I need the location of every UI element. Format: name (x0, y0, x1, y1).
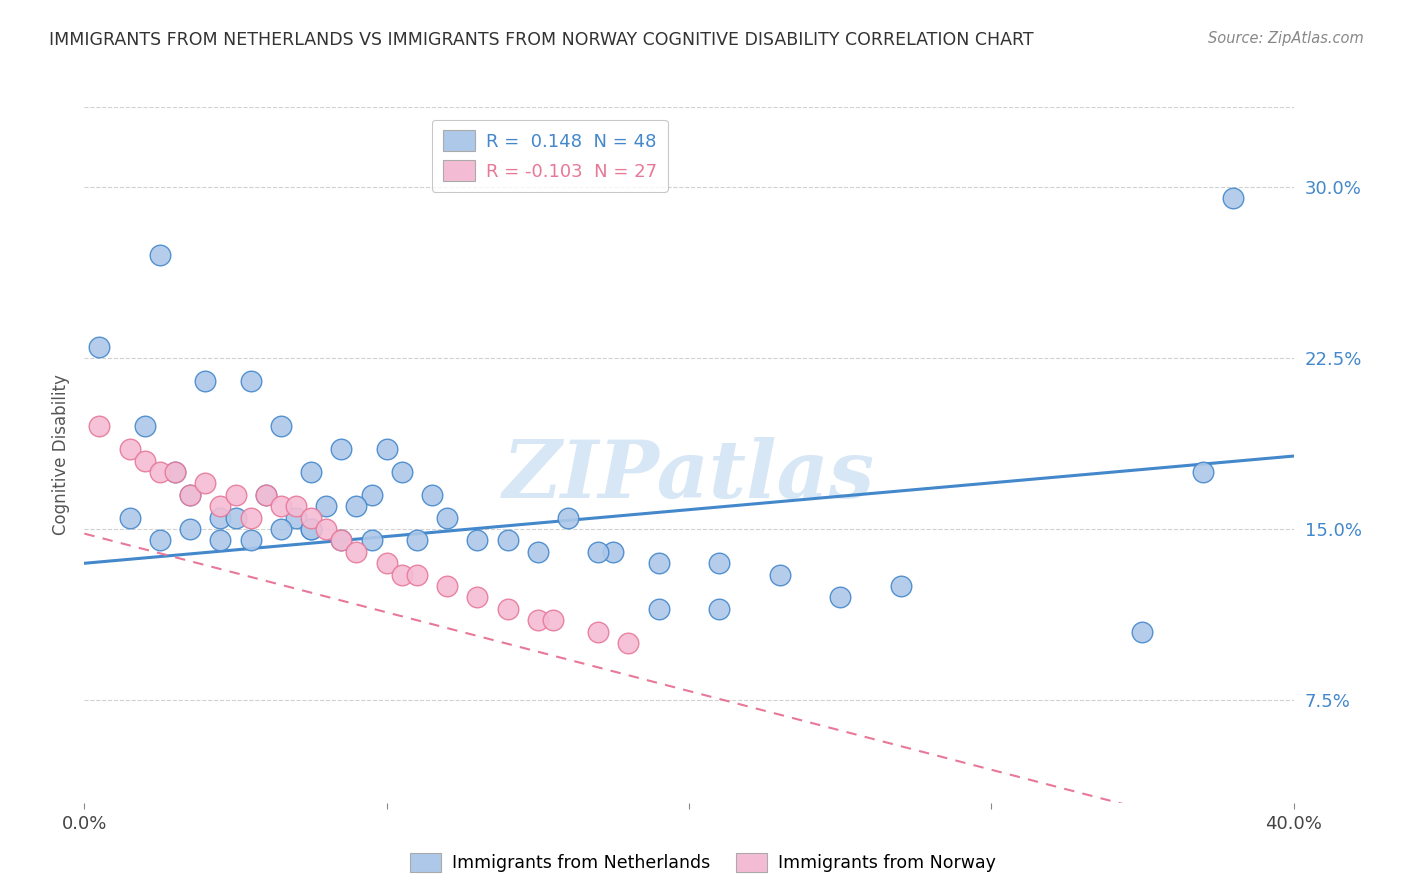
Text: IMMIGRANTS FROM NETHERLANDS VS IMMIGRANTS FROM NORWAY COGNITIVE DISABILITY CORRE: IMMIGRANTS FROM NETHERLANDS VS IMMIGRANT… (49, 31, 1033, 49)
Point (225, 510, 247, 524)
Point (467, 533, 489, 548)
Point (254, 488, 277, 502)
Text: Source: ZipAtlas.com: Source: ZipAtlas.com (1208, 31, 1364, 46)
Point (225, 488, 247, 502)
Point (375, 556, 398, 570)
Point (194, 476, 217, 491)
Point (89, 419, 111, 434)
Point (648, 602, 671, 616)
Point (330, 533, 353, 548)
Point (315, 500, 337, 514)
Point (830, 591, 852, 605)
Point (194, 374, 217, 388)
Point (890, 579, 912, 593)
Point (118, 442, 141, 457)
Point (541, 613, 564, 627)
Point (527, 545, 550, 559)
Point (375, 442, 398, 457)
Point (588, 624, 610, 639)
Point (134, 419, 156, 434)
Point (436, 510, 458, 524)
Point (315, 522, 337, 536)
Point (239, 374, 262, 388)
Point (330, 533, 353, 548)
Point (299, 522, 322, 536)
Point (527, 613, 550, 627)
Point (149, 248, 172, 262)
Point (89, 340, 111, 354)
Point (406, 567, 429, 582)
Point (709, 556, 731, 570)
Point (1192, 465, 1215, 479)
Point (436, 579, 458, 593)
Point (588, 545, 610, 559)
Point (239, 510, 262, 524)
Point (709, 602, 731, 616)
Point (406, 533, 429, 548)
Point (1222, 191, 1244, 205)
Point (467, 591, 489, 605)
Point (179, 522, 201, 536)
Point (1130, 624, 1153, 639)
Point (496, 533, 519, 548)
Point (270, 522, 292, 536)
Point (270, 500, 292, 514)
Point (179, 488, 201, 502)
Point (209, 510, 232, 524)
Point (360, 533, 382, 548)
Point (330, 442, 353, 457)
Legend: Immigrants from Netherlands, Immigrants from Norway: Immigrants from Netherlands, Immigrants … (404, 846, 1002, 879)
Point (299, 510, 322, 524)
Point (134, 453, 156, 467)
Point (209, 500, 232, 514)
Point (769, 567, 792, 582)
Y-axis label: Cognitive Disability: Cognitive Disability (52, 375, 70, 535)
Point (149, 533, 172, 548)
Point (179, 488, 201, 502)
Point (557, 510, 579, 524)
Point (346, 545, 368, 559)
Point (285, 500, 308, 514)
Point (496, 602, 519, 616)
Point (617, 636, 640, 650)
Point (299, 465, 322, 479)
Point (648, 556, 671, 570)
Legend: R =  0.148  N = 48, R = -0.103  N = 27: R = 0.148 N = 48, R = -0.103 N = 27 (432, 120, 668, 192)
Point (165, 465, 187, 479)
Point (254, 488, 277, 502)
Point (360, 488, 382, 502)
Point (299, 522, 322, 536)
Point (270, 419, 292, 434)
Point (118, 510, 141, 524)
Point (285, 510, 308, 524)
Point (165, 465, 187, 479)
Point (149, 465, 172, 479)
Text: ZIPatlas: ZIPatlas (503, 437, 875, 515)
Point (391, 465, 413, 479)
Point (346, 500, 368, 514)
Point (602, 545, 624, 559)
Point (239, 533, 262, 548)
Point (391, 567, 413, 582)
Point (209, 533, 232, 548)
Point (420, 488, 443, 502)
